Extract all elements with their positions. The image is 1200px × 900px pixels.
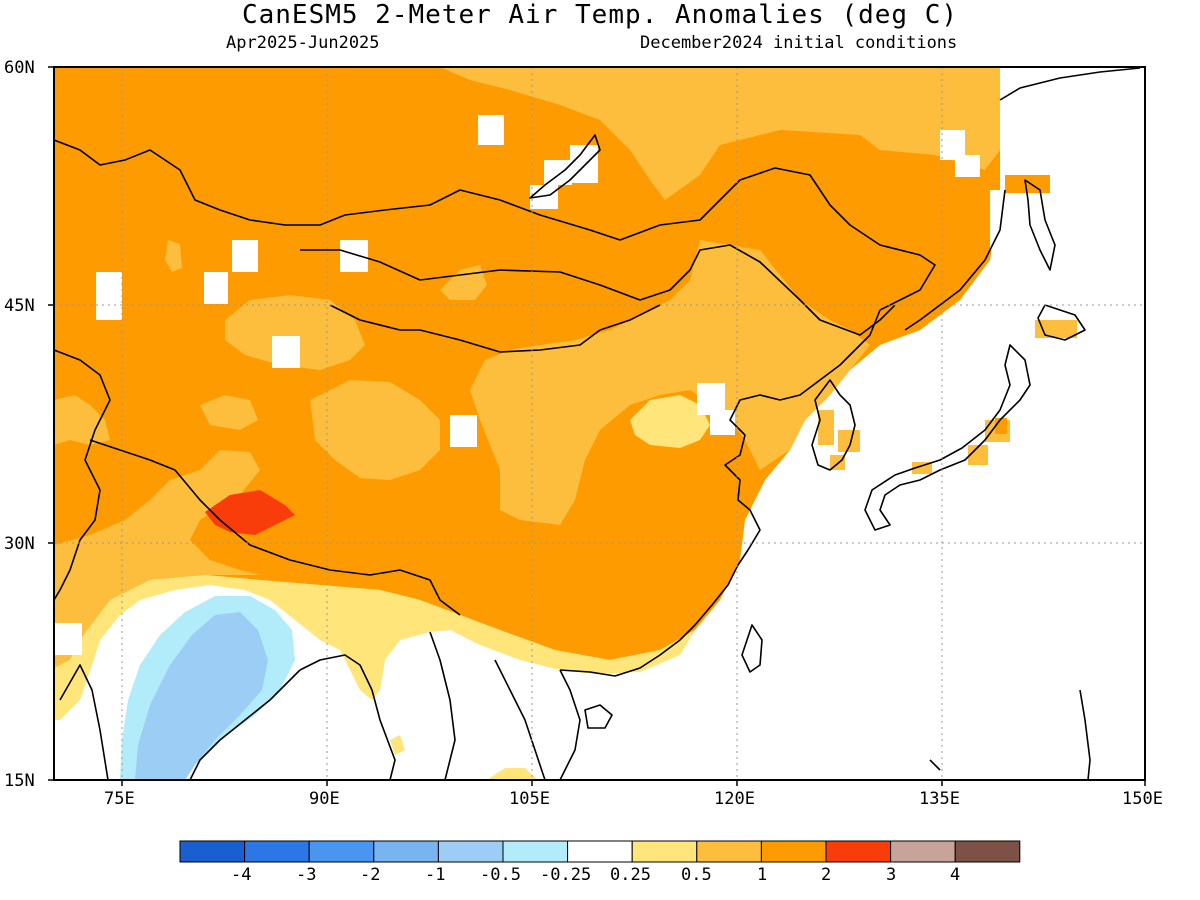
lat-label-60n: 60N — [4, 58, 35, 78]
colorbar-label-8: 1 — [757, 865, 768, 885]
colorbar-label-4: -0.5 — [480, 865, 521, 885]
colorbar-swatch-8 — [696, 840, 762, 863]
colorbar-swatch-7 — [631, 840, 698, 863]
colorbar-swatch-10 — [825, 840, 892, 863]
pakistan-border — [54, 349, 111, 601]
colorbar-label-10: 3 — [886, 865, 897, 885]
indochina — [429, 631, 581, 780]
grid-lines — [54, 67, 1145, 780]
axis-ticks — [48, 66, 1146, 786]
sakhalin — [1024, 179, 1056, 271]
russian-far-east-coast — [904, 67, 1141, 331]
coastlines — [54, 67, 1141, 780]
map-title: CanESM5 2-Meter Air Temp. Anomalies (deg… — [241, 0, 959, 30]
colorbar-label-1: -3 — [296, 865, 317, 885]
plot-frame — [53, 66, 1146, 781]
lat-label-30n: 30N — [4, 534, 35, 554]
korea — [811, 379, 856, 471]
lat-label-45n: 45N — [4, 296, 35, 316]
lon-label-90e: 90E — [309, 789, 340, 809]
japan-main — [864, 344, 1031, 531]
lon-label-75e: 75E — [104, 789, 135, 809]
hainan — [584, 704, 613, 729]
colorbar-label-9: 2 — [821, 865, 832, 885]
india-coast — [59, 664, 301, 780]
himalaya-border — [89, 439, 461, 616]
anomaly-regions-0.25-to-0.5 — [54, 395, 710, 780]
initial-conditions: December2024 initial conditions — [640, 33, 958, 53]
lon-label-120e: 120E — [714, 789, 755, 809]
colorbar-swatch-5 — [502, 840, 569, 863]
lon-label-105e: 105E — [509, 789, 550, 809]
anomaly-regions-0.5-to-1 — [54, 67, 1025, 668]
colorbar-swatch-12 — [954, 840, 1021, 863]
colorbar-label-5: -0.25 — [540, 865, 592, 885]
colorbar-swatch-4 — [437, 840, 504, 863]
lon-label-135e: 135E — [919, 789, 960, 809]
taiwan — [741, 624, 763, 673]
colorbar-label-7: 0.5 — [681, 865, 712, 885]
hokkaido — [1037, 304, 1086, 341]
colorbar-swatch-2 — [308, 840, 375, 863]
colorbar-swatch-3 — [373, 840, 439, 863]
anomaly-field — [54, 67, 1145, 780]
colorbar-label-2: -2 — [360, 865, 381, 885]
colorbar-swatch-11 — [890, 840, 956, 863]
colorbar-label-3: -1 — [425, 865, 446, 885]
lon-label-150e: 150E — [1122, 789, 1163, 809]
baikal — [529, 134, 601, 199]
north-border — [54, 139, 936, 311]
philippines — [929, 689, 1091, 780]
colorbar — [179, 840, 1021, 863]
colorbar-label-11: 4 — [950, 865, 961, 885]
colorbar-swatch-9 — [760, 840, 827, 863]
mongolia-border — [300, 244, 896, 336]
lat-label-15n: 15N — [4, 771, 35, 791]
east-china-coast — [559, 309, 881, 677]
anomaly-region-2-to-3 — [205, 490, 295, 535]
china-south-border — [329, 304, 661, 353]
forecast-period: Apr2025-Jun2025 — [226, 33, 380, 53]
bangladesh-coast — [299, 654, 396, 780]
colorbar-swatch-6 — [567, 840, 633, 863]
colorbar-label-0: -4 — [231, 865, 252, 885]
colorbar-label-6: 0.25 — [610, 865, 651, 885]
colorbar-swatch-0 — [179, 840, 246, 863]
anomaly-region-minus-1-to-minus-0.5 — [135, 612, 268, 780]
colorbar-swatch-1 — [244, 840, 310, 863]
